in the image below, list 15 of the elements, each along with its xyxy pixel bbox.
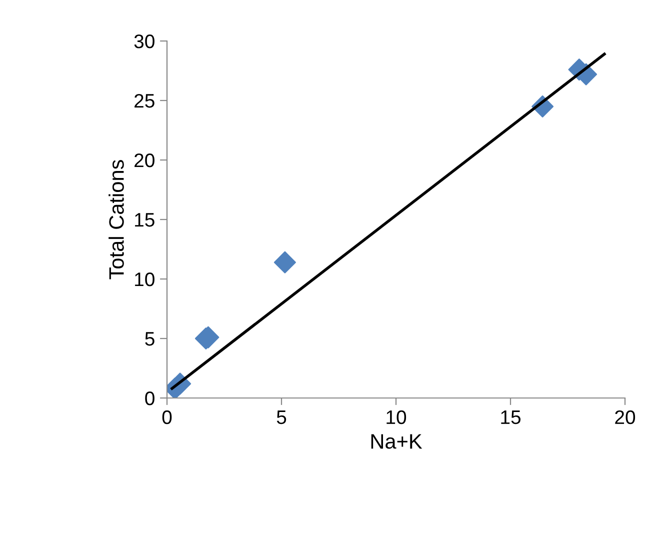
- y-tick-label: 25: [134, 94, 154, 108]
- y-tick-label: 15: [135, 213, 154, 227]
- x-tick-label: 5: [276, 410, 286, 424]
- x-tick-label: 10: [386, 410, 406, 424]
- y-tick-label: 0: [145, 391, 154, 406]
- y-tick-label: 30: [134, 34, 154, 48]
- y-tick-label: 20: [134, 153, 154, 168]
- point: [274, 251, 296, 274]
- x-tick-label: 20: [615, 410, 636, 424]
- y-tick-label: 5: [145, 332, 154, 346]
- x-axis-title: Na+K: [371, 434, 422, 449]
- x-tick-label: 15: [501, 410, 520, 424]
- y-tick-label: 10: [135, 272, 154, 286]
- y-axis-title: Total Cations: [108, 160, 124, 280]
- x-tick-label: 0: [162, 410, 172, 424]
